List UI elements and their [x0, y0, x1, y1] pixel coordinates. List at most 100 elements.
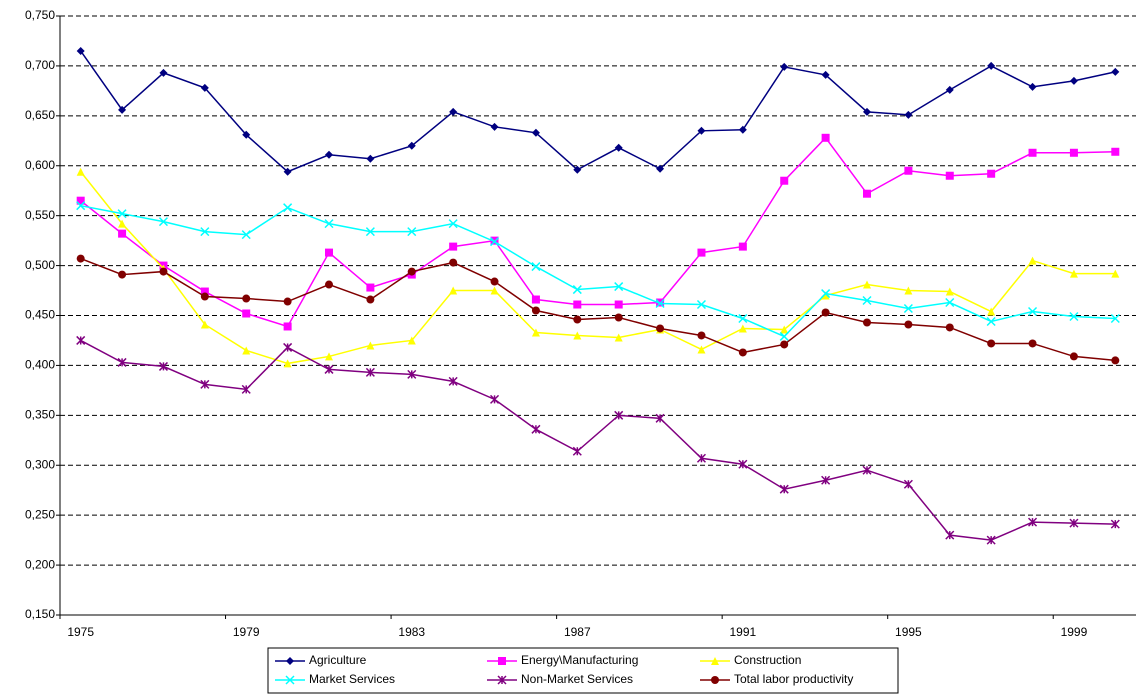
x-tick-label: 1975 — [67, 625, 94, 639]
marker — [903, 479, 913, 489]
marker — [531, 295, 540, 304]
marker — [159, 267, 168, 276]
marker — [200, 320, 209, 329]
marker — [821, 291, 830, 300]
marker — [200, 292, 209, 301]
y-tick-label: 0,300 — [25, 457, 55, 471]
marker — [738, 313, 748, 324]
marker — [655, 298, 665, 309]
marker — [711, 657, 719, 665]
y-tick-label: 0,750 — [25, 8, 55, 22]
marker — [1069, 148, 1078, 157]
marker — [283, 359, 292, 368]
marker — [945, 297, 955, 308]
marker — [490, 394, 500, 404]
marker — [531, 128, 540, 137]
legend-label: Construction — [734, 653, 801, 667]
marker — [241, 384, 251, 394]
marker — [324, 219, 334, 229]
marker — [76, 201, 86, 211]
marker — [945, 171, 954, 180]
marker — [325, 280, 333, 289]
y-tick-label: 0,650 — [25, 108, 55, 122]
marker — [738, 125, 747, 134]
marker — [863, 280, 871, 289]
marker — [862, 295, 872, 306]
marker — [76, 167, 85, 176]
marker — [366, 154, 375, 163]
marker — [365, 367, 375, 377]
marker — [324, 364, 334, 374]
y-tick-label: 0,700 — [25, 58, 55, 72]
marker — [1069, 311, 1079, 322]
marker — [572, 446, 582, 456]
marker — [531, 424, 541, 434]
marker — [407, 369, 417, 379]
marker — [945, 287, 954, 296]
marker — [241, 230, 251, 240]
marker — [242, 294, 251, 303]
legend-box — [267, 647, 899, 694]
marker — [118, 105, 127, 114]
marker — [283, 203, 293, 213]
marker — [821, 70, 830, 79]
marker — [159, 68, 168, 77]
marker — [117, 357, 127, 367]
x-tick-label: 1979 — [233, 625, 260, 639]
marker — [904, 320, 913, 329]
y-tick-label: 0,500 — [25, 258, 55, 272]
legend-label: Non-Market Services — [521, 672, 633, 686]
x-tick-label: 1983 — [398, 625, 425, 639]
marker — [986, 316, 996, 327]
marker — [449, 242, 458, 251]
y-tick-label: 0,200 — [25, 557, 55, 571]
x-tick-label: 1991 — [729, 625, 756, 639]
marker — [366, 283, 375, 292]
marker — [821, 289, 831, 299]
marker — [286, 657, 294, 665]
marker — [283, 322, 292, 331]
marker — [1069, 76, 1078, 85]
marker — [1028, 306, 1038, 317]
marker — [904, 110, 913, 119]
marker — [531, 306, 540, 315]
marker — [863, 189, 871, 198]
marker — [738, 242, 747, 251]
marker — [283, 167, 292, 176]
marker — [158, 217, 168, 227]
marker — [76, 335, 86, 345]
legend-label: Agriculture — [309, 653, 367, 667]
marker — [862, 465, 872, 475]
y-tick-label: 0,600 — [25, 158, 55, 172]
marker — [200, 83, 209, 92]
marker — [614, 300, 623, 309]
marker — [945, 323, 954, 332]
marker — [697, 345, 706, 354]
marker — [779, 331, 789, 341]
marker — [76, 46, 85, 55]
marker — [903, 303, 913, 314]
marker — [614, 333, 623, 342]
series-line — [80, 339, 1116, 541]
series-line — [80, 171, 1116, 365]
marker — [738, 348, 747, 357]
marker — [780, 325, 789, 334]
marker — [76, 254, 85, 263]
marker — [325, 248, 333, 257]
marker — [325, 150, 333, 159]
marker — [200, 227, 210, 237]
marker — [531, 328, 540, 337]
x-tick-label: 1999 — [1061, 625, 1088, 639]
x-tick-label: 1987 — [564, 625, 591, 639]
marker — [573, 300, 582, 309]
marker — [325, 352, 333, 361]
marker — [200, 379, 210, 389]
marker — [987, 339, 996, 348]
marker — [780, 340, 789, 349]
series-line — [80, 204, 1116, 338]
marker — [200, 287, 209, 296]
marker — [863, 318, 871, 327]
marker — [407, 227, 417, 237]
marker — [1069, 518, 1079, 528]
marker — [945, 530, 955, 540]
